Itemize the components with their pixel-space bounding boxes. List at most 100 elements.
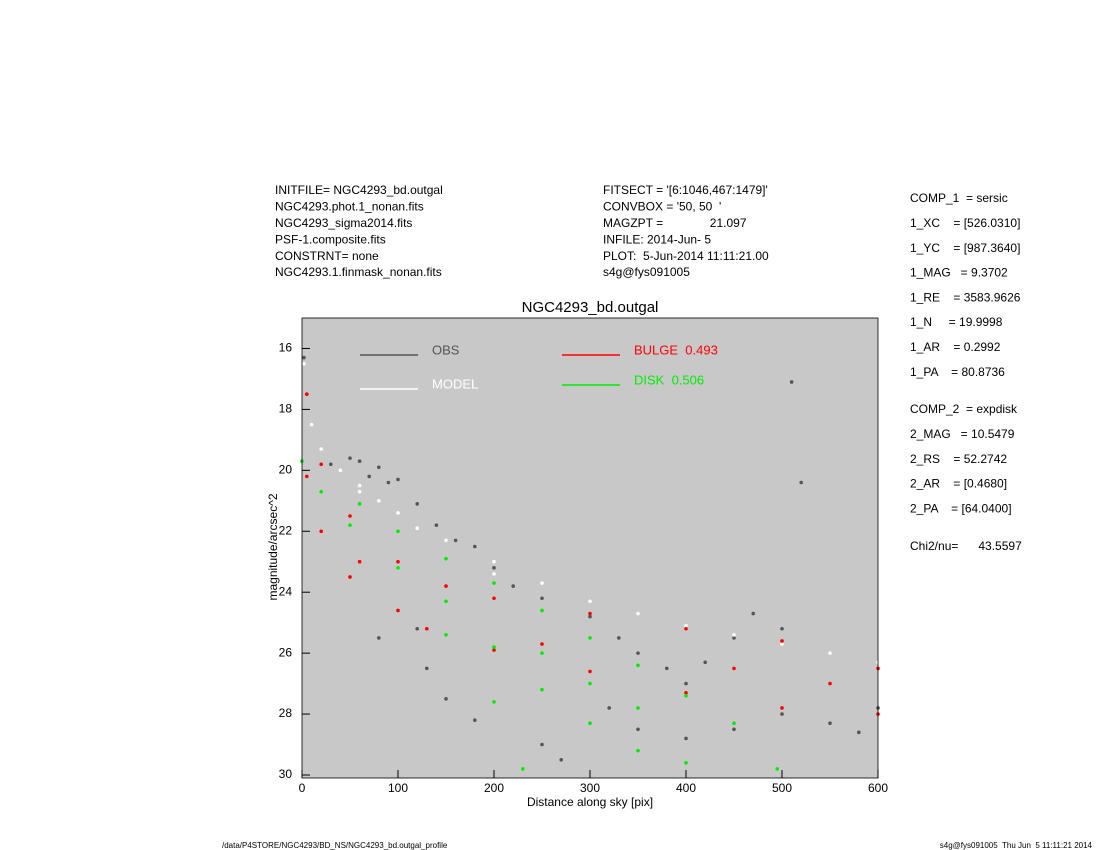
data-point — [684, 623, 688, 628]
x-axis-label: Distance along sky [pix] — [527, 795, 653, 809]
data-point — [348, 514, 352, 518]
param-line: 2_AR = [0.4680] — [910, 477, 1007, 491]
data-point — [799, 480, 803, 485]
header-line: PSF-1.composite.fits — [275, 232, 386, 246]
data-point — [588, 669, 592, 674]
x-tick-label: 300 — [580, 781, 600, 795]
data-point — [775, 767, 779, 771]
data-point — [302, 355, 306, 360]
data-point — [540, 742, 544, 747]
footer-right: s4g@fys091005 Thu Jun 5 11:11:21 2014 — [940, 841, 1093, 850]
param-line: 2_RS = 52.2742 — [910, 452, 1007, 466]
data-point — [305, 474, 309, 479]
data-point — [357, 489, 362, 494]
data-point — [703, 660, 707, 665]
data-point — [396, 559, 400, 564]
data-point — [780, 626, 784, 631]
data-point — [684, 681, 688, 686]
data-point — [492, 559, 496, 564]
header-line: CONVBOX = '50, 50 ' — [603, 200, 721, 214]
data-point — [444, 599, 448, 604]
data-point — [473, 718, 477, 722]
data-point — [636, 706, 640, 710]
legend-label: OBS — [432, 342, 460, 357]
data-point — [511, 584, 515, 588]
data-point — [434, 523, 439, 527]
data-point — [617, 636, 621, 640]
data-point — [357, 459, 362, 463]
data-point — [444, 697, 448, 701]
data-point — [540, 596, 544, 601]
x-tick-label: 200 — [484, 781, 504, 795]
data-point — [348, 523, 352, 527]
data-point — [588, 681, 592, 686]
data-point — [357, 502, 362, 506]
data-point — [302, 361, 306, 366]
y-tick-label: 22 — [279, 523, 293, 537]
data-point — [319, 447, 324, 451]
data-point — [305, 392, 309, 396]
data-point — [732, 721, 736, 726]
data-point — [492, 648, 496, 652]
data-point — [425, 626, 429, 631]
data-point — [636, 727, 640, 732]
data-point — [492, 572, 496, 576]
data-point — [396, 511, 400, 515]
data-point — [521, 767, 525, 771]
data-point — [357, 559, 362, 564]
data-point — [309, 422, 314, 427]
param-line: 1_AR = 0.2992 — [910, 340, 1001, 354]
data-point — [588, 614, 592, 619]
legend-label: BULGE 0.493 — [634, 342, 718, 357]
data-point — [780, 706, 784, 710]
data-point — [636, 651, 640, 655]
data-point — [415, 626, 420, 631]
data-point — [684, 690, 688, 695]
data-point — [367, 474, 372, 479]
plot-area — [302, 318, 878, 778]
data-point — [396, 566, 400, 570]
data-point — [444, 584, 448, 588]
data-point — [319, 489, 324, 494]
param-line: 1_PA = 80.8736 — [910, 365, 1005, 379]
chi2: Chi2/nu= 43.5597 — [910, 539, 1022, 553]
data-layer — [300, 354, 880, 771]
x-tick-label: 100 — [388, 781, 408, 795]
data-point — [828, 721, 832, 726]
data-point — [453, 538, 458, 543]
data-point — [636, 748, 640, 753]
y-tick-label: 24 — [279, 584, 293, 598]
data-point — [636, 611, 640, 616]
data-point — [319, 529, 324, 534]
x-tick-label: 400 — [676, 781, 696, 795]
data-point — [732, 666, 736, 671]
data-point — [415, 526, 420, 531]
data-point — [492, 566, 496, 570]
data-point — [828, 681, 832, 686]
data-point — [377, 465, 381, 470]
data-point — [540, 642, 544, 646]
data-point — [348, 575, 352, 579]
data-point — [857, 730, 861, 735]
legend-label: DISK 0.506 — [634, 372, 704, 387]
data-point — [396, 477, 400, 482]
param-line: 1_N = 19.9998 — [910, 315, 1003, 329]
data-point — [492, 596, 496, 601]
data-point — [348, 456, 352, 460]
data-point — [588, 636, 592, 640]
data-point — [444, 633, 448, 637]
data-point — [444, 556, 448, 561]
y-axis-label: magnitude/arcsec^2 — [266, 493, 280, 600]
x-tick-label: 500 — [772, 781, 792, 795]
data-point — [377, 636, 381, 640]
y-tick-label: 30 — [279, 767, 293, 781]
data-point — [386, 480, 391, 485]
data-point — [780, 642, 784, 646]
data-point — [357, 483, 362, 488]
data-point — [780, 712, 784, 716]
header-line: INFILE: 2014-Jun- 5 — [603, 232, 711, 246]
param-line: COMP_1 = sersic — [910, 191, 1008, 205]
header-line: NGC4293_sigma2014.fits — [275, 216, 412, 230]
param-line: 1_MAG = 9.3702 — [910, 266, 1008, 280]
